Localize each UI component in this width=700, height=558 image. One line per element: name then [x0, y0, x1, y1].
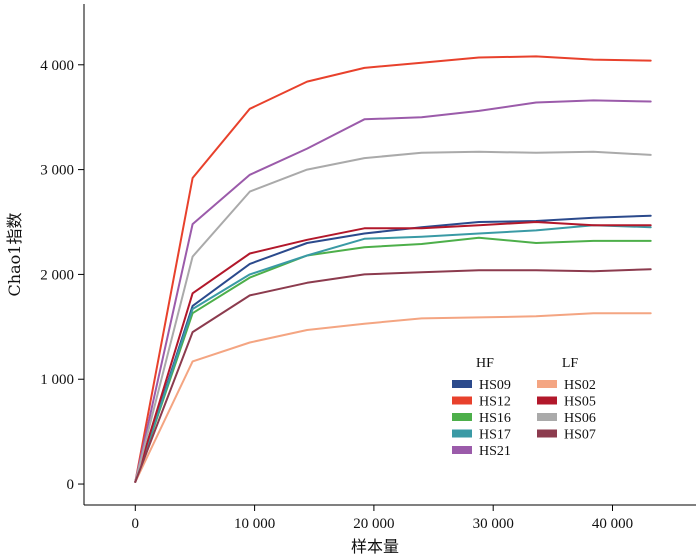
legend-swatch-hs02 — [537, 380, 557, 388]
series-line-hs05 — [134, 221, 652, 483]
y-tick-label: 4 000 — [40, 58, 74, 74]
x-tick-label: 40 000 — [592, 516, 633, 532]
series-line-hs06 — [134, 150, 652, 483]
legend-swatch-hs05 — [537, 396, 557, 405]
legend-swatch-hs06 — [537, 413, 557, 421]
legend-label-hs16: HS16 — [479, 411, 511, 426]
legend-group-title-lf: LF — [562, 356, 579, 371]
legend-group-title-hf: HF — [476, 356, 494, 371]
series-line-hs02 — [134, 312, 652, 483]
legend-swatch-hs12 — [452, 396, 472, 405]
x-tick-label: 0 — [132, 516, 140, 532]
x-tick-label: 10 000 — [234, 516, 275, 532]
legend-label-hs17: HS17 — [479, 428, 511, 443]
y-axis-title: Chao1指数 — [5, 213, 24, 297]
legend-label-hs21: HS21 — [479, 444, 511, 459]
series-line-hs07 — [134, 268, 652, 483]
x-axis-title: 样本量 — [351, 537, 399, 556]
series-line-hs17 — [134, 224, 652, 483]
legend-label-hs07: HS07 — [564, 428, 596, 443]
plot-area — [134, 55, 652, 483]
legend-swatch-hs16 — [452, 413, 472, 421]
y-tick-label: 1 000 — [40, 372, 74, 388]
y-tick-label: 2 000 — [40, 267, 74, 283]
series-line-hs12 — [134, 55, 652, 483]
legend-label-hs05: HS05 — [564, 395, 596, 410]
legend-label-hs12: HS12 — [479, 395, 511, 410]
legend-swatch-hs09 — [452, 380, 472, 388]
legend-swatch-hs17 — [452, 429, 472, 438]
series-line-hs21 — [134, 99, 652, 483]
legend-label-hs02: HS02 — [564, 378, 596, 393]
legend-label-hs06: HS06 — [564, 411, 596, 426]
legend-label-hs09: HS09 — [479, 378, 511, 393]
legend-swatch-hs07 — [537, 429, 557, 438]
series-line-hs09 — [134, 214, 652, 483]
x-tick-label: 20 000 — [353, 516, 394, 532]
legend-swatch-hs21 — [452, 446, 472, 454]
y-tick-label: 3 000 — [40, 163, 74, 179]
x-tick-label: 30 000 — [473, 516, 514, 532]
axes: 0 1 000 2 000 3 000 4 000 0 10 000 20 000 30 000… — [5, 4, 696, 556]
y-tick-label: 0 — [67, 477, 75, 493]
series-line-hs16 — [134, 236, 652, 483]
